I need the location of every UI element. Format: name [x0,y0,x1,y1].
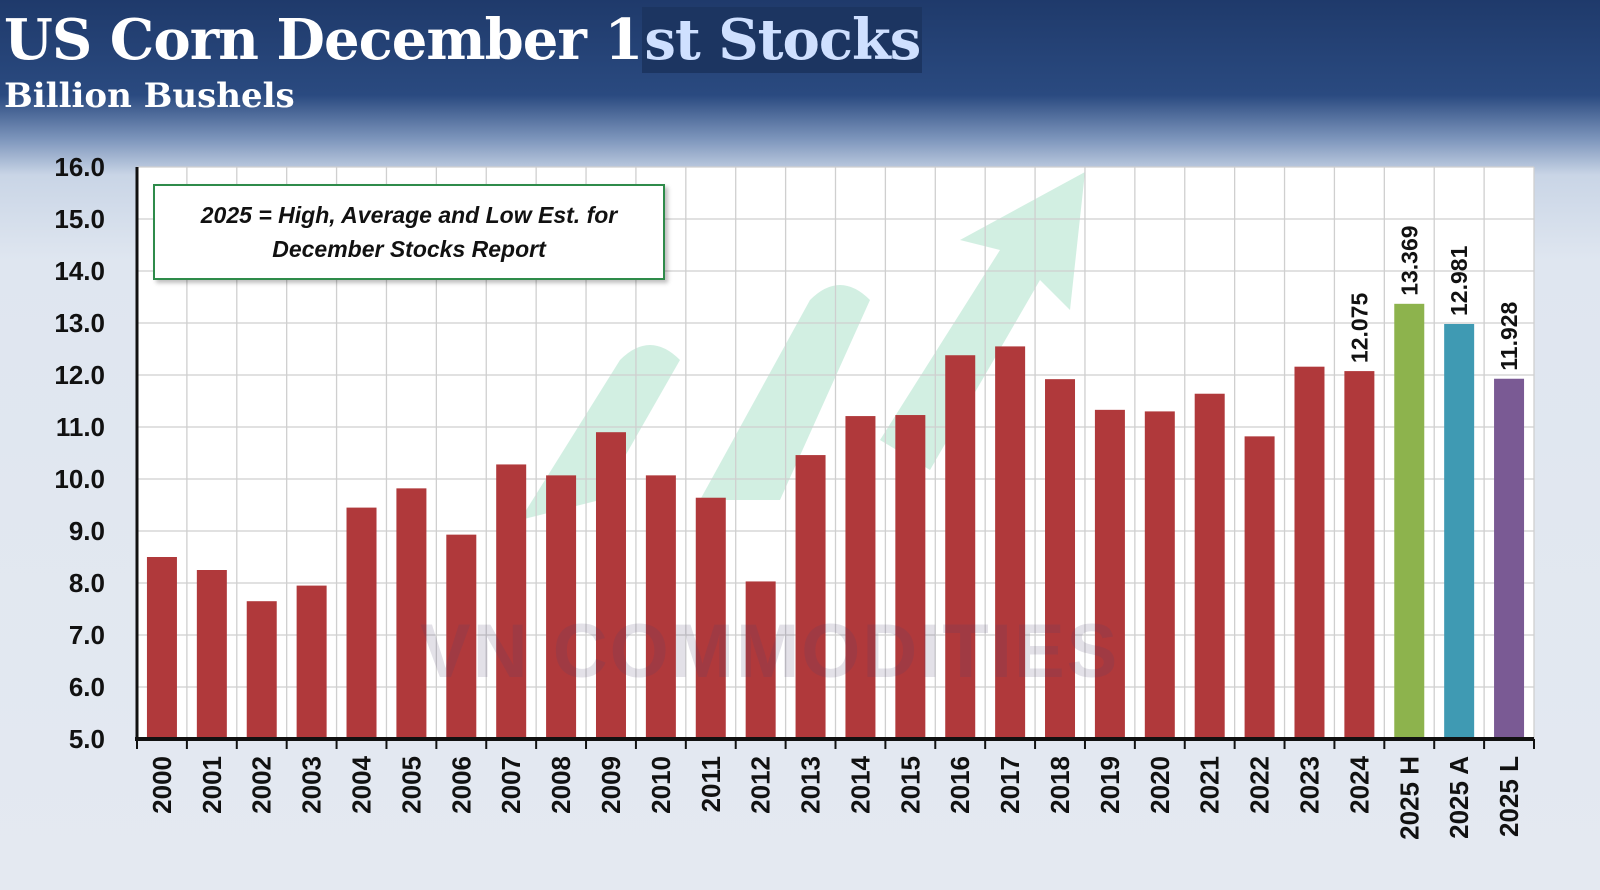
bar-2023 [1294,366,1325,739]
y-tick-label: 8.0 [69,568,105,598]
data-labels: 12.075 13.369 12.981 11.928 [1346,225,1522,370]
y-tick-label: 15.0 [54,204,105,234]
bar-2024 [1344,371,1375,739]
x-tick-label: 2024 [1344,755,1374,813]
y-tick-label: 12.0 [54,360,105,390]
chart-title-main: US Corn December 1 [4,7,643,73]
x-tick-label: 2014 [845,755,875,813]
x-tick-label: 2025 A [1444,756,1474,839]
axes [135,167,1535,749]
y-tick-label: 7.0 [69,620,105,650]
bar-2007 [496,464,527,739]
data-label: 12.075 [1346,293,1372,364]
bar-2025-a [1444,323,1475,739]
y-tick-label: 11.0 [56,412,105,442]
chart-subtitle: Billion Bushels [4,76,295,116]
chart-title-highlight: st Stocks [642,7,923,73]
bar-2011 [695,497,726,739]
chart-title: US Corn December 1st Stocks [4,2,923,78]
bar-2019 [1094,409,1125,739]
y-tick-label: 14.0 [54,256,105,286]
x-tick-label: 2016 [945,756,975,814]
x-tick-label: 2025 L [1494,756,1524,837]
x-tick-label: 2025 H [1394,756,1424,840]
x-tick-label: 2004 [347,755,377,813]
bar-2025-l [1494,378,1525,739]
x-tick-label: 2008 [546,756,576,814]
data-label: 12.981 [1446,245,1472,316]
x-tick-label: 2013 [796,756,826,814]
bar-2008 [546,475,577,739]
bar-2000 [146,557,177,739]
bar-2002 [246,601,277,739]
bar-2020 [1144,411,1175,739]
bar-2009 [595,432,626,739]
x-tick-label: 2022 [1245,756,1275,814]
x-axis-tick-labels: 2000 2001 2002 2003 2004 2005 2006 2007 2008 2009… [147,755,1524,839]
data-label: 11.928 [1496,301,1522,370]
y-tick-label: 13.0 [54,308,105,338]
x-tick-label: 2006 [446,756,476,814]
x-tick-label: 2001 [197,756,227,814]
x-tick-label: 2017 [995,756,1025,814]
x-tick-label: 2009 [596,756,626,814]
estimate-note-text: 2025 = High, Average and Low Est. for De… [200,202,618,262]
bar-2018 [1045,379,1076,739]
x-tick-label: 2007 [496,756,526,814]
x-tick-label: 2011 [696,756,726,812]
x-tick-label: 2015 [895,756,925,814]
watermark: VN COMMODITIES [420,609,1120,694]
bar-2025-h [1394,303,1425,739]
y-axis-tick-labels: 5.0 6.0 7.0 8.0 9.0 10.0 11.0 12.0 13.0 14.0 15.0 1… [54,152,105,754]
data-label: 13.369 [1396,225,1422,295]
y-tick-label: 6.0 [69,672,105,702]
bar-2022 [1244,436,1275,739]
x-tick-label: 2000 [147,756,177,814]
x-tick-label: 2012 [746,756,776,814]
arrow-head [880,172,1085,470]
bar-2016 [945,355,976,739]
x-tick-label: 2005 [396,756,426,814]
y-tick-label: 9.0 [69,516,105,546]
y-tick-label: 16.0 [54,152,105,182]
x-tick-label: 2023 [1294,756,1324,814]
x-tick-label: 2018 [1045,756,1075,814]
bar-2021 [1194,393,1225,739]
bar-2017 [995,346,1026,739]
bar-2004 [346,507,377,739]
bar-2013 [795,455,826,739]
header: US Corn December 1st Stocks Billion Bush… [4,2,923,116]
y-tick-label: 10.0 [54,464,105,494]
bar-2015 [895,415,926,739]
x-tick-label: 2020 [1145,756,1175,814]
x-tick-label: 2019 [1095,756,1125,814]
bar-2005 [396,488,427,739]
x-tick-label: 2002 [247,756,277,814]
x-tick-label: 2021 [1195,756,1225,814]
y-tick-label: 5.0 [69,724,105,754]
bar-2006 [446,534,477,739]
bar-2014 [845,416,876,739]
estimate-note-box: 2025 = High, Average and Low Est. for De… [153,184,665,280]
bar-2010 [645,475,676,739]
bar-2001 [196,570,227,739]
bar-2012 [745,581,776,739]
bars [146,303,1525,739]
x-tick-label: 2010 [646,756,676,814]
x-tick-label: 2003 [297,756,327,814]
bar-2003 [296,585,327,739]
